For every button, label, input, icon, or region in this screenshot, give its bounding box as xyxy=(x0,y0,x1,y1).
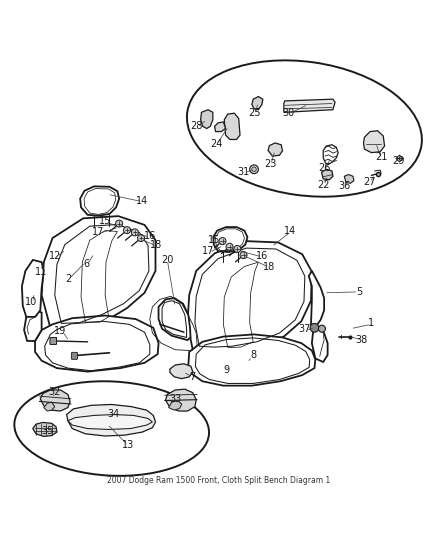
Text: 36: 36 xyxy=(338,181,350,191)
Circle shape xyxy=(234,246,241,253)
Polygon shape xyxy=(159,298,191,340)
Text: 7: 7 xyxy=(189,372,195,382)
Polygon shape xyxy=(364,131,385,152)
Text: 8: 8 xyxy=(250,350,256,360)
Text: 18: 18 xyxy=(150,240,162,249)
Polygon shape xyxy=(42,216,155,329)
Text: 2007 Dodge Ram 1500 Front, Cloth Split Bench Diagram 1: 2007 Dodge Ram 1500 Front, Cloth Split B… xyxy=(107,476,331,484)
Polygon shape xyxy=(284,99,335,112)
Text: 26: 26 xyxy=(318,164,330,173)
Text: 14: 14 xyxy=(136,196,148,206)
Text: 15: 15 xyxy=(208,235,221,245)
Polygon shape xyxy=(40,390,70,411)
Text: 15: 15 xyxy=(99,216,111,226)
Text: 6: 6 xyxy=(84,260,90,269)
Circle shape xyxy=(116,220,123,227)
Polygon shape xyxy=(68,415,152,430)
Polygon shape xyxy=(321,169,333,180)
Polygon shape xyxy=(201,110,213,128)
Text: 18: 18 xyxy=(263,262,275,271)
Polygon shape xyxy=(309,271,324,327)
Polygon shape xyxy=(188,334,315,386)
Polygon shape xyxy=(252,96,263,110)
Polygon shape xyxy=(24,310,42,341)
Polygon shape xyxy=(44,402,55,411)
Circle shape xyxy=(138,235,145,241)
Circle shape xyxy=(310,324,319,332)
Text: 11: 11 xyxy=(35,266,47,277)
Text: 2: 2 xyxy=(65,274,71,284)
Polygon shape xyxy=(224,113,240,140)
Circle shape xyxy=(124,227,131,233)
Text: 37: 37 xyxy=(298,324,311,334)
Polygon shape xyxy=(67,405,155,436)
Polygon shape xyxy=(213,227,247,252)
Text: 33: 33 xyxy=(169,394,181,404)
Polygon shape xyxy=(215,122,226,132)
Text: 30: 30 xyxy=(282,108,294,118)
Polygon shape xyxy=(312,329,328,362)
Text: 23: 23 xyxy=(265,159,277,169)
Text: 16: 16 xyxy=(144,231,156,241)
Text: 22: 22 xyxy=(317,181,329,190)
Polygon shape xyxy=(80,187,119,216)
Polygon shape xyxy=(170,364,193,378)
Polygon shape xyxy=(33,423,57,437)
Text: 28: 28 xyxy=(190,122,202,131)
Text: 5: 5 xyxy=(356,287,362,297)
Text: 21: 21 xyxy=(375,152,387,162)
Text: 24: 24 xyxy=(210,139,223,149)
Text: 12: 12 xyxy=(49,251,61,261)
Polygon shape xyxy=(187,241,312,351)
Circle shape xyxy=(318,325,325,332)
Circle shape xyxy=(240,252,247,259)
Polygon shape xyxy=(166,389,196,411)
Text: 14: 14 xyxy=(284,227,296,237)
Text: 35: 35 xyxy=(41,426,53,436)
Text: 9: 9 xyxy=(224,365,230,375)
Text: 10: 10 xyxy=(25,297,38,308)
Circle shape xyxy=(250,165,258,174)
Circle shape xyxy=(219,238,226,245)
Polygon shape xyxy=(35,316,159,372)
Text: 1: 1 xyxy=(368,318,374,328)
Text: 25: 25 xyxy=(248,108,260,118)
Polygon shape xyxy=(344,174,354,183)
Circle shape xyxy=(226,243,233,251)
Text: 27: 27 xyxy=(364,177,376,187)
FancyBboxPatch shape xyxy=(71,352,78,359)
Polygon shape xyxy=(22,260,44,317)
Circle shape xyxy=(131,229,138,236)
Text: 34: 34 xyxy=(108,409,120,419)
Text: 17: 17 xyxy=(202,246,215,256)
Text: 38: 38 xyxy=(355,335,367,345)
Text: 19: 19 xyxy=(54,326,67,336)
Text: 13: 13 xyxy=(122,440,134,450)
Text: 31: 31 xyxy=(237,167,250,177)
Text: 32: 32 xyxy=(49,387,61,397)
Text: 16: 16 xyxy=(256,251,268,261)
Text: 20: 20 xyxy=(161,255,173,265)
FancyBboxPatch shape xyxy=(50,337,57,344)
Polygon shape xyxy=(268,143,283,156)
Polygon shape xyxy=(169,400,182,410)
Text: 29: 29 xyxy=(392,156,405,166)
Text: 17: 17 xyxy=(92,228,105,237)
